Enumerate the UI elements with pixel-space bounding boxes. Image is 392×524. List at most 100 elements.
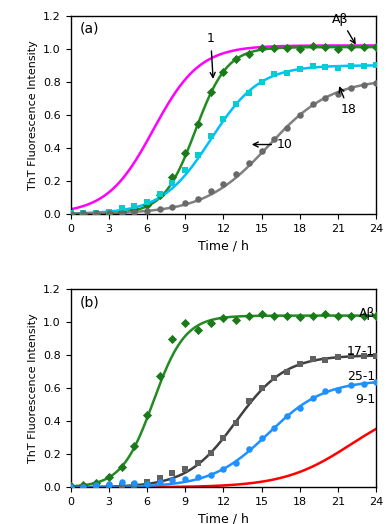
Point xyxy=(93,209,99,217)
Text: (b): (b) xyxy=(80,295,100,309)
Point xyxy=(271,44,278,52)
Point xyxy=(360,61,367,70)
Point xyxy=(310,62,316,70)
Point xyxy=(233,55,239,63)
Text: (a): (a) xyxy=(80,21,99,36)
Point xyxy=(284,124,290,132)
Point xyxy=(373,311,379,320)
Point xyxy=(80,209,86,217)
Point xyxy=(182,474,188,483)
Point xyxy=(258,310,265,318)
Point xyxy=(297,313,303,321)
Point xyxy=(195,151,201,159)
Point xyxy=(131,481,137,489)
Point xyxy=(373,43,379,51)
Point xyxy=(233,315,239,324)
Point xyxy=(246,158,252,167)
Point xyxy=(310,100,316,108)
Point xyxy=(80,483,86,492)
Point xyxy=(335,90,341,98)
Point xyxy=(105,479,112,488)
Point xyxy=(322,356,328,364)
Point xyxy=(169,173,176,181)
Point xyxy=(258,78,265,86)
Point xyxy=(310,311,316,320)
Point xyxy=(169,335,176,343)
Point xyxy=(322,310,328,318)
Point xyxy=(118,477,125,486)
Point xyxy=(373,352,379,360)
Point xyxy=(310,41,316,50)
Point xyxy=(195,119,201,128)
Point xyxy=(220,68,227,76)
Point xyxy=(233,100,239,108)
Point xyxy=(169,203,176,212)
Point xyxy=(297,404,303,412)
Point xyxy=(67,483,74,492)
Point xyxy=(322,43,328,51)
Point xyxy=(67,482,74,490)
Point xyxy=(144,478,150,486)
Point xyxy=(335,386,341,394)
Point xyxy=(67,210,74,218)
Point xyxy=(169,469,176,477)
Text: 10: 10 xyxy=(253,138,293,151)
Point xyxy=(144,411,150,419)
Point xyxy=(246,312,252,320)
Point xyxy=(93,478,99,487)
Point xyxy=(182,319,188,327)
Point xyxy=(208,187,214,195)
Point xyxy=(297,111,303,119)
Y-axis label: ThT Fluorescence Intensity: ThT Fluorescence Intensity xyxy=(27,40,38,190)
X-axis label: Time / h: Time / h xyxy=(198,239,249,252)
Point xyxy=(271,70,278,78)
Point xyxy=(195,458,201,467)
Point xyxy=(246,445,252,454)
Point xyxy=(156,205,163,214)
Point xyxy=(220,313,227,322)
Point xyxy=(131,442,137,450)
Point xyxy=(67,209,74,217)
Point xyxy=(297,45,303,53)
Point xyxy=(335,311,341,320)
Point xyxy=(271,374,278,383)
Point xyxy=(335,63,341,72)
Point xyxy=(322,93,328,102)
Point xyxy=(284,311,290,320)
Point xyxy=(373,61,379,70)
Text: 18: 18 xyxy=(339,88,356,116)
Point xyxy=(284,367,290,376)
Point xyxy=(105,483,112,491)
Point xyxy=(360,352,367,360)
Point xyxy=(284,43,290,52)
Point xyxy=(144,200,150,209)
Point xyxy=(208,319,214,328)
Text: 17-1: 17-1 xyxy=(347,345,375,358)
Point xyxy=(182,465,188,474)
Point xyxy=(169,179,176,187)
Point xyxy=(156,190,163,198)
Point xyxy=(208,449,214,457)
Point xyxy=(118,209,125,217)
Text: Aβ: Aβ xyxy=(359,308,375,321)
Point xyxy=(93,209,99,217)
Point xyxy=(195,194,201,203)
Point xyxy=(258,44,265,52)
Point xyxy=(360,379,367,388)
Point xyxy=(208,471,214,479)
Point xyxy=(144,198,150,206)
Point xyxy=(105,209,112,217)
Point xyxy=(144,206,150,215)
Point xyxy=(80,210,86,218)
Point xyxy=(233,458,239,467)
Point xyxy=(220,465,227,473)
Point xyxy=(208,88,214,96)
X-axis label: Time / h: Time / h xyxy=(198,512,249,524)
Point xyxy=(195,473,201,482)
Point xyxy=(258,384,265,392)
Point xyxy=(93,481,99,489)
Point xyxy=(80,481,86,489)
Point xyxy=(335,353,341,362)
Point xyxy=(105,473,112,482)
Point xyxy=(373,378,379,387)
